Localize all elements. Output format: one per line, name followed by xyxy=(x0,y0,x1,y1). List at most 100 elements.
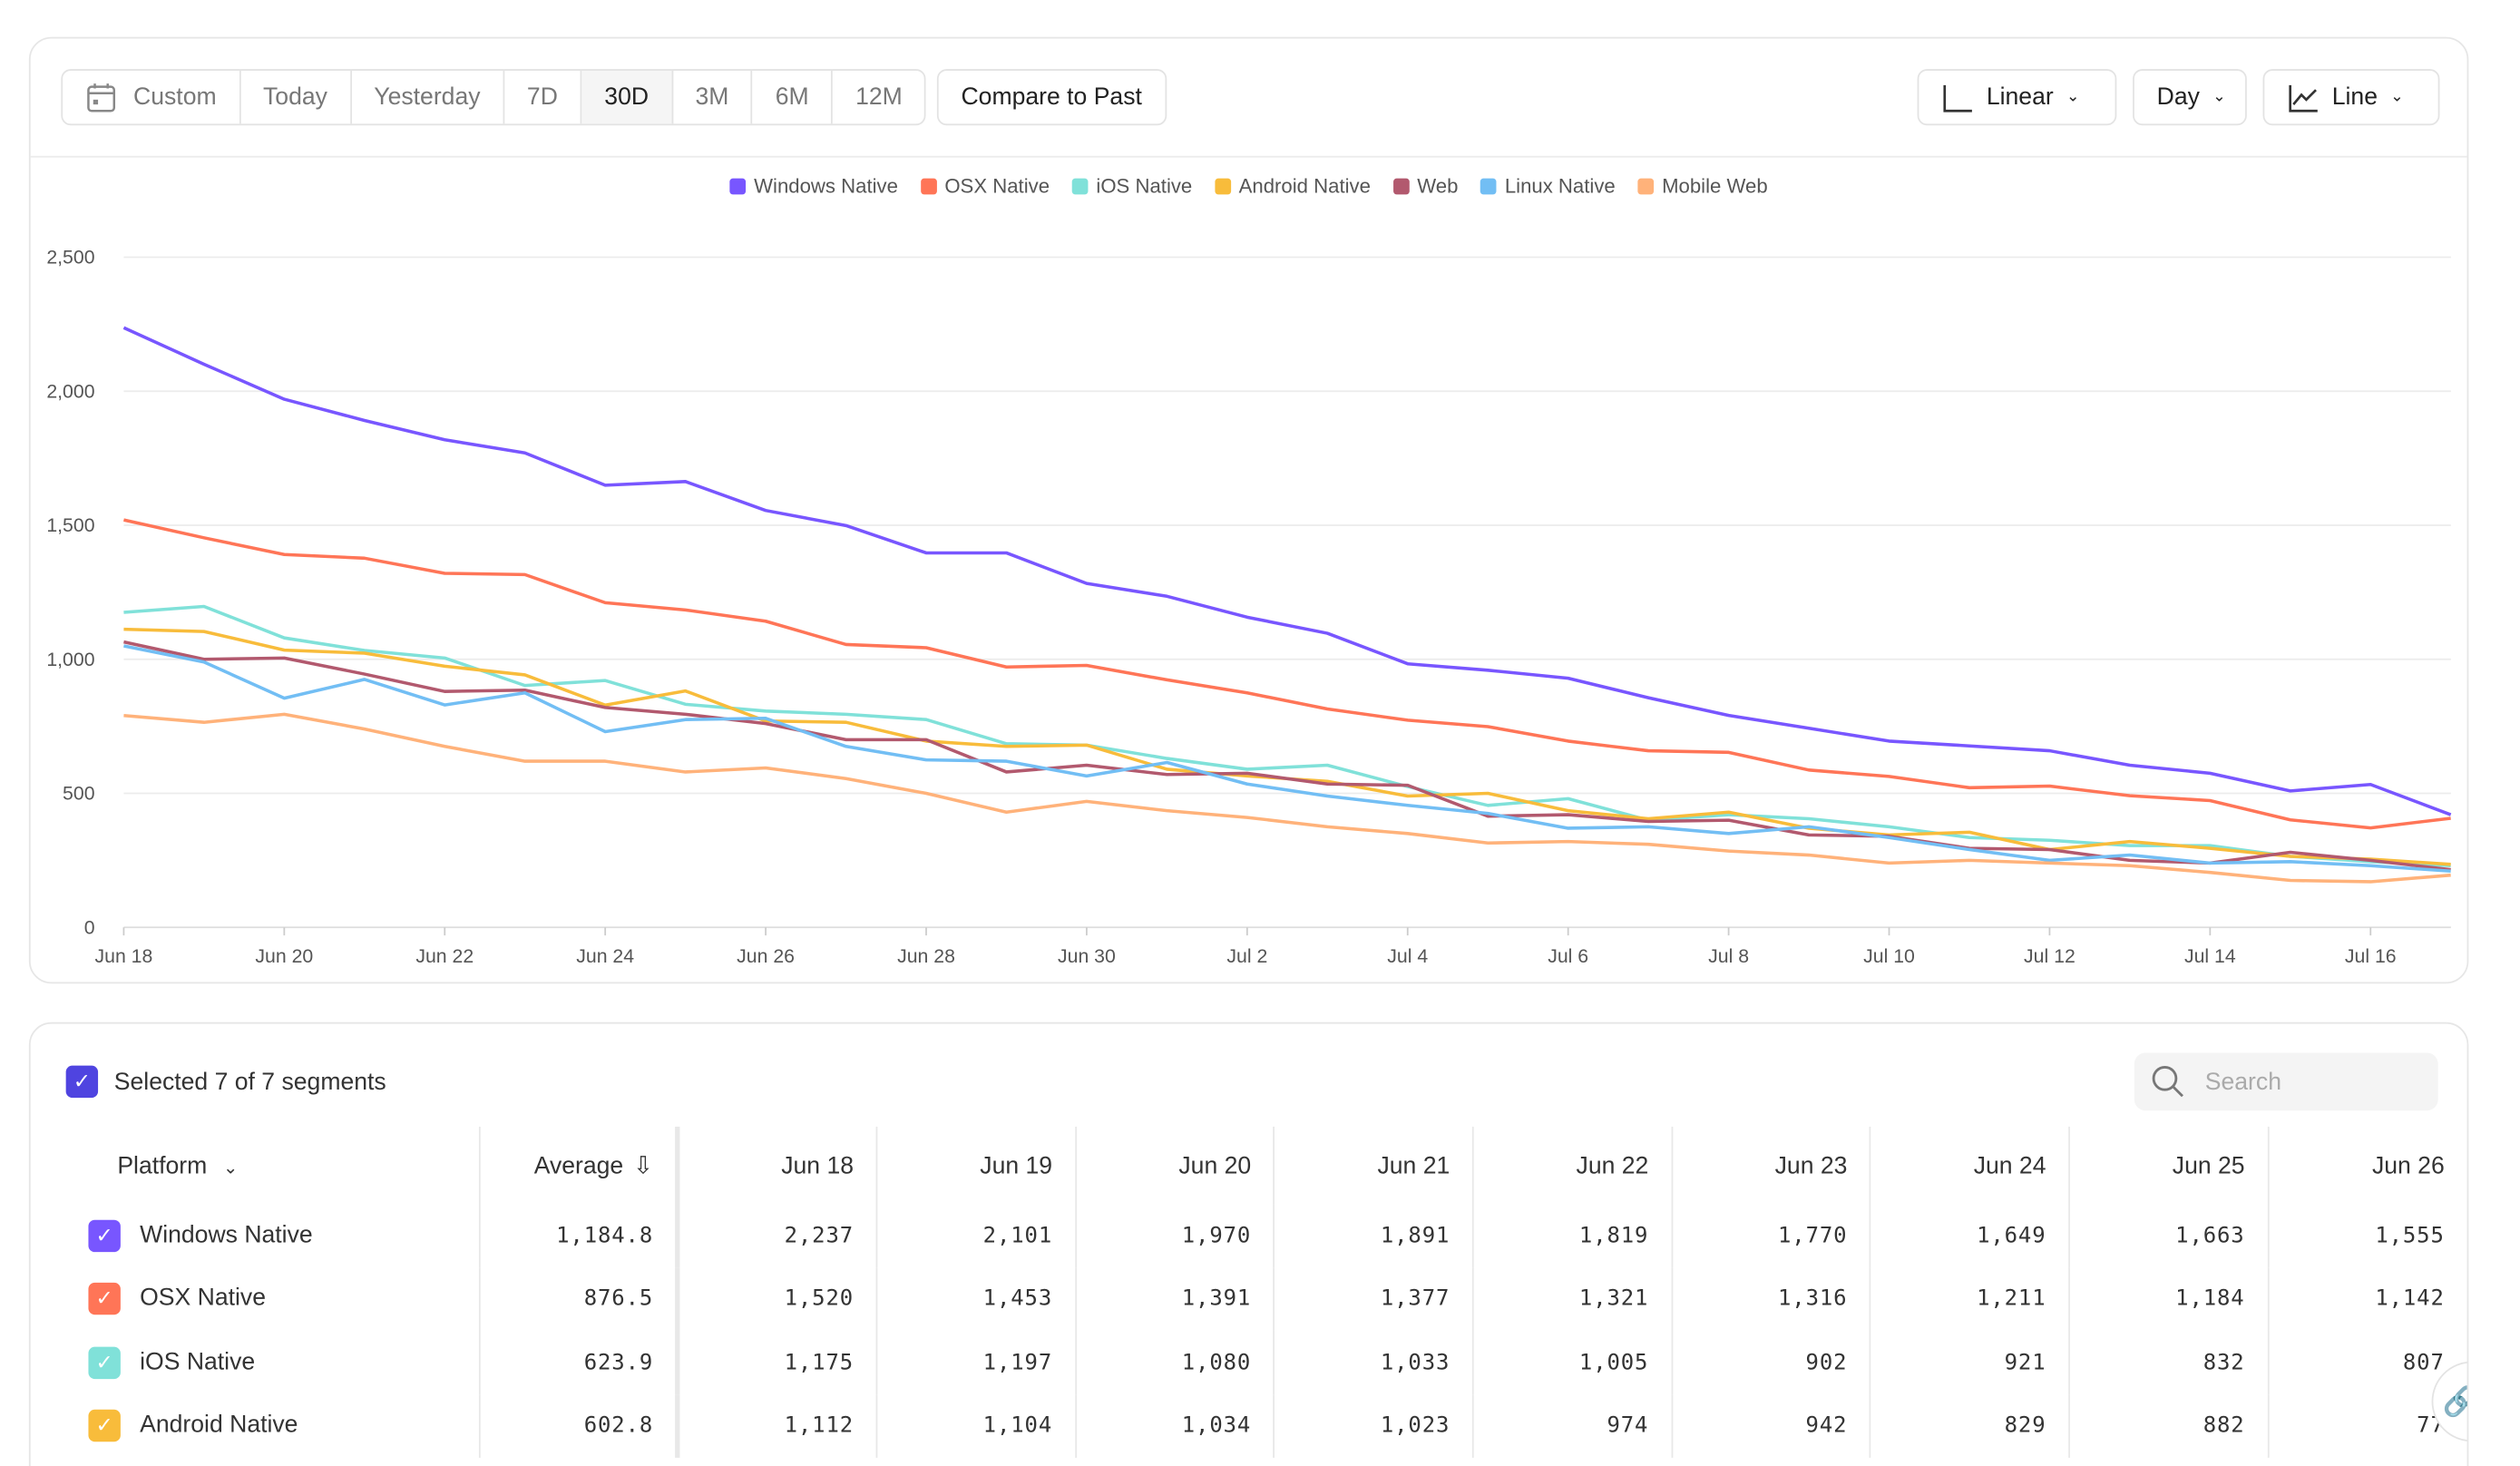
value-cell: 882 xyxy=(2069,1394,2268,1458)
range-label: 30D xyxy=(604,83,649,111)
divider xyxy=(31,156,2467,158)
date-header[interactable]: Jun 18 xyxy=(679,1127,877,1204)
range-label: Custom xyxy=(133,83,217,111)
x-tick-label: Jul 14 xyxy=(2184,945,2236,967)
compare-label: Compare to Past xyxy=(961,83,1141,111)
table-row: ✓OSX Native876.51,5201,4531,3911,3771,32… xyxy=(66,1267,2467,1331)
platform-name: iOS Native xyxy=(140,1348,255,1375)
platform-name: OSX Native xyxy=(140,1285,266,1312)
range-6m[interactable]: 6M xyxy=(753,71,833,123)
platform-cell: ✓ OSX Native xyxy=(66,1267,480,1331)
x-tick-label: Jun 30 xyxy=(1058,945,1116,967)
range-30d[interactable]: 30D xyxy=(581,71,672,123)
table-row: ✓Android Native602.81,1121,1041,0341,023… xyxy=(66,1394,2467,1458)
date-header[interactable]: Jun 22 xyxy=(1473,1127,1672,1204)
value-cell: 1,175 xyxy=(679,1331,877,1394)
value-cell: 1,211 xyxy=(1870,1267,2069,1331)
value-cell: 1,142 xyxy=(2268,1267,2466,1331)
checkbox-checked-icon[interactable]: ✓ xyxy=(66,1066,98,1098)
range-yesterday[interactable]: Yesterday xyxy=(352,71,505,123)
chevron-down-icon: ⌄ xyxy=(2066,88,2080,105)
row-checkbox[interactable]: ✓ xyxy=(88,1219,120,1251)
compare-to-past-button[interactable]: Compare to Past xyxy=(937,69,1167,125)
range-3m[interactable]: 3M xyxy=(673,71,753,123)
line-chart-icon xyxy=(2287,83,2319,112)
y-tick-label: 1,000 xyxy=(46,649,94,670)
table-row: ✓Windows Native1,184.82,2372,1011,9701,8… xyxy=(66,1204,2467,1267)
platform-cell: ✓ iOS Native xyxy=(66,1331,480,1394)
line-chart: 05001,0001,5002,0002,500Jun 18Jun 20Jun … xyxy=(2,183,2467,1019)
value-cell: 942 xyxy=(1672,1394,1870,1458)
date-header[interactable]: Jun 19 xyxy=(877,1127,1076,1204)
average-cell: 876.5 xyxy=(479,1267,678,1331)
scale-dropdown[interactable]: Linear ⌄ xyxy=(1918,69,2117,125)
series-line-windows-native[interactable] xyxy=(123,327,2450,815)
value-cell: 1,080 xyxy=(1076,1331,1275,1394)
value-cell: 1,555 xyxy=(2268,1204,2466,1267)
chevron-down-icon: ⌄ xyxy=(2390,88,2404,105)
range-today[interactable]: Today xyxy=(240,71,351,123)
platform-header-label: Platform xyxy=(117,1151,207,1178)
platform-header[interactable]: Platform⌄ xyxy=(66,1127,480,1204)
row-checkbox[interactable]: ✓ xyxy=(88,1346,120,1378)
row-checkbox[interactable]: ✓ xyxy=(88,1283,120,1315)
date-header[interactable]: Jun 23 xyxy=(1672,1127,1870,1204)
search-icon xyxy=(2151,1064,2186,1100)
x-tick-label: Jun 20 xyxy=(255,945,313,967)
sort-descending-icon[interactable]: ⇩ xyxy=(633,1152,653,1179)
platform-cell: ✓ Windows Native xyxy=(66,1204,480,1267)
value-cell: 1,005 xyxy=(1473,1331,1672,1394)
range-label: 6M xyxy=(776,83,809,111)
value-cell: 832 xyxy=(2069,1331,2268,1394)
range-label: 12M xyxy=(855,83,903,111)
scale-label: Linear xyxy=(1987,83,2054,111)
value-cell: 1,033 xyxy=(1275,1331,1473,1394)
x-tick-label: Jun 22 xyxy=(415,945,474,967)
axis-icon xyxy=(1941,83,1973,112)
link-icon: 🔗 xyxy=(2443,1384,2469,1418)
platform-cell: ✓Android Native xyxy=(66,1394,480,1458)
average-cell: 623.9 xyxy=(479,1331,678,1394)
average-cell: 602.8 xyxy=(479,1394,678,1458)
search-placeholder: Search xyxy=(2205,1068,2281,1095)
range-7d[interactable]: 7D xyxy=(504,71,581,123)
x-tick-label: Jul 4 xyxy=(1387,945,1428,967)
series-line-android-native[interactable] xyxy=(123,630,2450,865)
select-all[interactable]: ✓ Selected 7 of 7 segments xyxy=(66,1066,386,1098)
date-header[interactable]: Jun 21 xyxy=(1275,1127,1473,1204)
search-input[interactable]: Search xyxy=(2134,1052,2438,1110)
range-label: Today xyxy=(263,83,327,111)
date-header[interactable]: Jun 25 xyxy=(2069,1127,2268,1204)
date-header[interactable]: Jun 26 xyxy=(2268,1127,2466,1204)
platform-name: Windows Native xyxy=(140,1221,313,1248)
x-tick-label: Jun 26 xyxy=(737,945,795,967)
selection-label: Selected 7 of 7 segments xyxy=(114,1068,386,1095)
series-line-web[interactable] xyxy=(123,642,2450,870)
value-cell: 1,970 xyxy=(1076,1204,1275,1267)
value-cell: 1,321 xyxy=(1473,1267,1672,1331)
x-tick-label: Jun 28 xyxy=(897,945,955,967)
range-custom[interactable]: Custom xyxy=(63,71,240,123)
table-row: ✓iOS Native623.91,1751,1971,0801,0331,00… xyxy=(66,1331,2467,1394)
value-cell: 1,023 xyxy=(1275,1394,1473,1458)
row-checkbox[interactable]: ✓ xyxy=(88,1410,120,1442)
value-cell: 1,112 xyxy=(679,1394,877,1458)
chart-type-dropdown[interactable]: Line⌄ xyxy=(2263,69,2440,125)
x-tick-label: Jul 12 xyxy=(2024,945,2076,967)
x-tick-label: Jul 8 xyxy=(1708,945,1749,967)
y-tick-label: 500 xyxy=(63,783,94,805)
date-header[interactable]: Jun 24 xyxy=(1870,1127,2069,1204)
value-cell: 1,391 xyxy=(1076,1267,1275,1331)
interval-dropdown[interactable]: Day⌄ xyxy=(2133,69,2247,125)
range-label: 3M xyxy=(695,83,728,111)
series-line-osx-native[interactable] xyxy=(123,520,2450,827)
data-table: Platform⌄Average⇩Jun 18Jun 19Jun 20Jun 2… xyxy=(66,1127,2467,1458)
date-header[interactable]: Jun 20 xyxy=(1076,1127,1275,1204)
chevron-down-icon: ⌄ xyxy=(2212,88,2226,105)
average-header-label: Average xyxy=(534,1152,624,1179)
average-cell: 1,184.8 xyxy=(479,1204,678,1267)
range-12m[interactable]: 12M xyxy=(833,71,924,123)
value-cell: 1,453 xyxy=(877,1267,1076,1331)
series-line-ios-native[interactable] xyxy=(123,606,2450,865)
average-header[interactable]: Average ⇩ xyxy=(479,1127,678,1204)
